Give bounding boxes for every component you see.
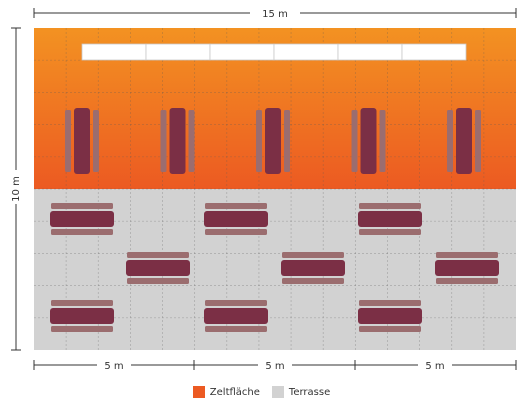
- table: [169, 108, 186, 174]
- terrace-tables: [50, 203, 499, 332]
- table: [456, 108, 472, 174]
- bench: [351, 110, 358, 172]
- bench: [51, 203, 113, 209]
- bench: [51, 229, 113, 235]
- terrace-table-group: [358, 203, 422, 235]
- tent-table-group: [351, 108, 386, 174]
- bench: [127, 252, 189, 258]
- terrace-table-group: [50, 300, 114, 332]
- bench: [188, 110, 195, 172]
- table: [281, 260, 345, 276]
- bench: [205, 229, 267, 235]
- bench: [359, 229, 421, 235]
- terrace-table-group: [358, 300, 422, 332]
- bench: [359, 300, 421, 306]
- table: [204, 308, 268, 324]
- terrace-table-group: [204, 203, 268, 235]
- bench: [127, 278, 189, 284]
- table: [358, 211, 422, 227]
- tent-table-group: [160, 108, 195, 174]
- legend-label-tent: Zeltfläche: [209, 386, 260, 398]
- bench: [282, 278, 344, 284]
- table: [265, 108, 281, 174]
- buffet-segment: [273, 43, 339, 61]
- terrace-table-group: [435, 252, 499, 284]
- buffet-segment: [145, 43, 211, 61]
- bench: [256, 110, 262, 172]
- table: [204, 211, 268, 227]
- table: [360, 108, 377, 174]
- legend-swatch-tent: [192, 386, 205, 398]
- table: [435, 260, 499, 276]
- bench: [475, 110, 481, 172]
- legend-swatch-terrace: [271, 386, 284, 398]
- table: [50, 308, 114, 324]
- bench: [436, 252, 498, 258]
- tent-tables: [65, 108, 481, 174]
- legend-label-terrace: Terrasse: [288, 386, 331, 398]
- bench: [160, 110, 167, 172]
- bench: [205, 300, 267, 306]
- left-dimension-label: 10 m: [11, 176, 22, 202]
- terrace-table-group: [126, 252, 190, 284]
- bottom-dimension-label-3: 5 m: [425, 361, 444, 372]
- bottom-dimension: 5 m 5 m 5 m: [33, 358, 517, 372]
- terrace-table-group: [204, 300, 268, 332]
- buffet-segment: [81, 43, 147, 61]
- left-dimension: 10 m: [9, 27, 23, 351]
- legend-item-terrace: Terrasse: [271, 386, 331, 398]
- bench: [359, 326, 421, 332]
- tent-table-group: [256, 108, 290, 174]
- buffet-counter: [81, 43, 467, 61]
- bench: [93, 110, 99, 172]
- bench: [205, 203, 267, 209]
- bench: [359, 203, 421, 209]
- table: [74, 108, 90, 174]
- terrace-table-group: [281, 252, 345, 284]
- legend-item-tent: Zeltfläche: [192, 386, 260, 398]
- buffet-segment: [337, 43, 403, 61]
- bench: [284, 110, 290, 172]
- tent-table-group: [65, 108, 99, 174]
- bench: [65, 110, 71, 172]
- table: [358, 308, 422, 324]
- bench: [51, 300, 113, 306]
- table: [126, 260, 190, 276]
- bench: [447, 110, 453, 172]
- buffet-segment: [209, 43, 275, 61]
- tent-table-group: [447, 108, 481, 174]
- bottom-dimension-label-1: 5 m: [104, 361, 123, 372]
- bench: [436, 278, 498, 284]
- table: [50, 211, 114, 227]
- bottom-dimension-label-2: 5 m: [265, 361, 284, 372]
- bench: [282, 252, 344, 258]
- bench: [205, 326, 267, 332]
- top-dimension: 15 m: [33, 6, 517, 20]
- terrace-table-group: [50, 203, 114, 235]
- bench: [51, 326, 113, 332]
- legend: Zeltfläche Terrasse: [0, 386, 523, 398]
- bench: [379, 110, 386, 172]
- buffet-segment: [401, 43, 467, 61]
- top-dimension-label: 15 m: [262, 9, 288, 20]
